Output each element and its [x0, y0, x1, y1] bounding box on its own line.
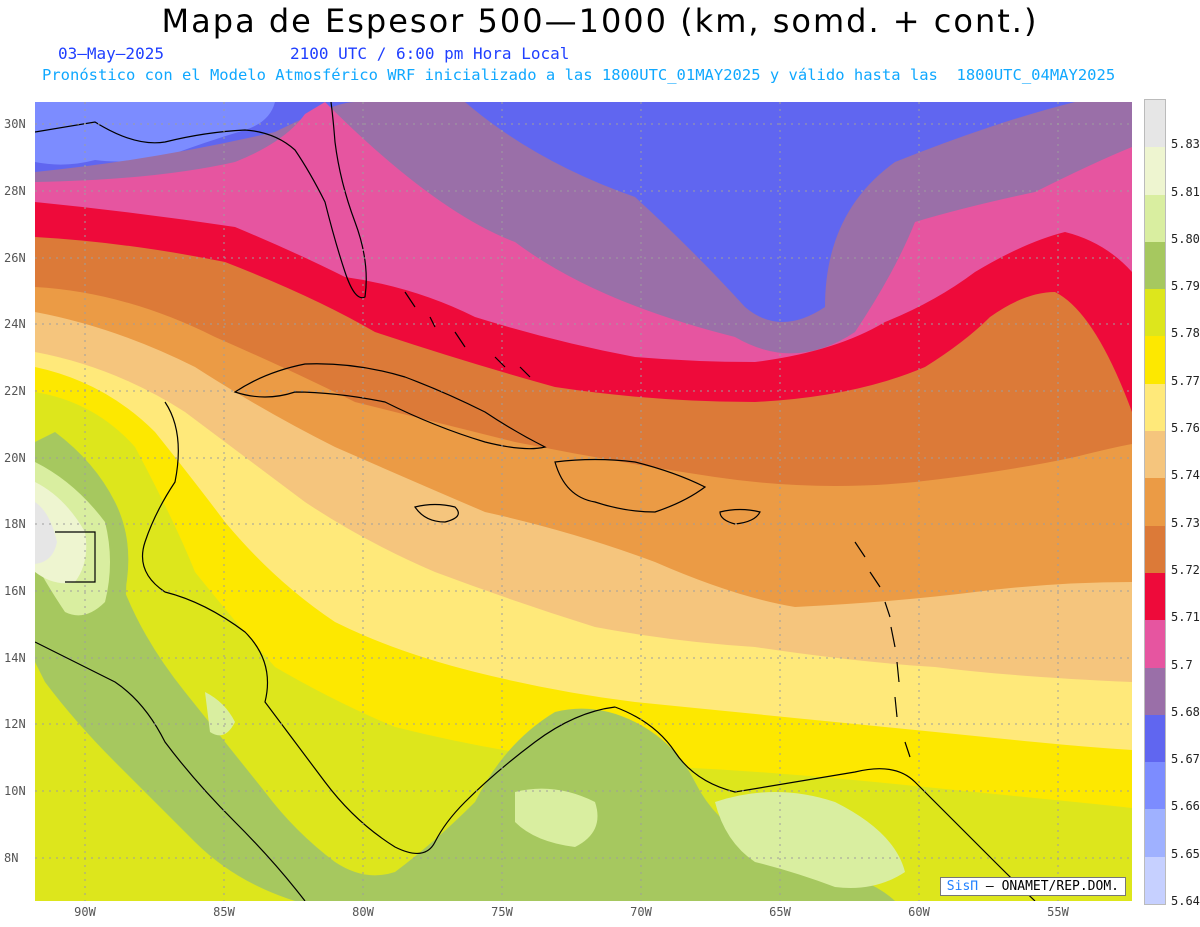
color-legend-swatch: [1145, 100, 1165, 148]
color-legend-label: 5.831: [1171, 137, 1200, 152]
lon-label: 70W: [630, 905, 652, 919]
lat-label: 18N: [4, 517, 26, 531]
color-legend-label: 5.64: [1171, 894, 1200, 908]
credit-dash: –: [978, 879, 994, 894]
coastlines: [35, 102, 1036, 901]
color-legend-label: 5.76: [1171, 421, 1200, 436]
color-legend-swatch: [1145, 620, 1165, 669]
forecast-date: 03—May—2025: [58, 44, 164, 63]
map-title: Mapa de Espesor 500—1000 (km, somd. + co…: [161, 2, 1039, 40]
color-legend-label: 5.819: [1171, 184, 1200, 199]
lat-label: 14N: [4, 651, 26, 665]
color-legend-swatch: [1145, 762, 1165, 810]
color-legend-label: 5.736: [1171, 515, 1200, 530]
lon-label: 80W: [352, 905, 374, 919]
color-legend-swatch: [1145, 714, 1165, 763]
lat-label: 10N: [4, 784, 26, 798]
color-legend-label: 5.772: [1171, 373, 1200, 388]
color-legend-label: 5.712: [1171, 610, 1200, 625]
color-legend-label: 5.652: [1171, 846, 1200, 861]
color-legend-swatch: [1145, 289, 1165, 337]
lon-label: 90W: [74, 905, 96, 919]
graticule: [35, 102, 1132, 901]
band-5795: [35, 432, 895, 901]
lat-label: 16N: [4, 584, 26, 598]
color-legend-swatch: [1145, 194, 1165, 243]
band-5831: [35, 502, 57, 564]
color-legend-label: 5.724: [1171, 562, 1200, 577]
lat-label: 26N: [4, 251, 26, 265]
lon-label: 75W: [491, 905, 513, 919]
credit-box: SisΠ – ONAMET/REP.DOM.: [939, 877, 1126, 896]
lon-label: 65W: [769, 905, 791, 919]
color-legend-swatch: [1145, 336, 1165, 385]
color-legend-label: 5.7: [1171, 657, 1193, 672]
lon-label: 85W: [213, 905, 235, 919]
lat-label: 22N: [4, 384, 26, 398]
lat-label: 8N: [4, 851, 19, 865]
forecast-description: Pronóstico con el Modelo Atmosférico WRF…: [42, 66, 1116, 84]
color-legend-swatch: [1145, 478, 1165, 527]
color-legend-swatch: [1145, 809, 1165, 858]
lat-label: 20N: [4, 451, 26, 465]
color-legend: [1144, 99, 1166, 905]
lon-label: 55W: [1047, 905, 1069, 919]
color-legend-swatch: [1145, 147, 1165, 196]
color-legend-swatch: [1145, 667, 1165, 716]
color-legend-label: 5.676: [1171, 752, 1200, 767]
band-5652: [35, 102, 275, 165]
lat-label: 30N: [4, 117, 26, 131]
band-5783: [35, 392, 1132, 901]
thickness-map: [35, 102, 1132, 901]
credit-text: ONAMET/REP.DOM.: [993, 879, 1119, 894]
color-legend-label: 5.748: [1171, 468, 1200, 483]
color-legend-swatch: [1145, 431, 1165, 479]
forecast-time: 2100 UTC / 6:00 pm Hora Local: [290, 44, 570, 63]
lat-label: 28N: [4, 184, 26, 198]
lon-label: 60W: [908, 905, 930, 919]
color-legend-label: 5.664: [1171, 799, 1200, 814]
lat-label: 24N: [4, 317, 26, 331]
color-legend-label: 5.783: [1171, 326, 1200, 341]
color-legend-swatch: [1145, 525, 1165, 574]
color-legend-swatch: [1145, 383, 1165, 432]
color-legend-swatch: [1145, 572, 1165, 621]
brand-logo-text: SisΠ: [946, 879, 979, 894]
color-legend-label: 5.807: [1171, 231, 1200, 246]
color-legend-label: 5.795: [1171, 279, 1200, 294]
color-legend-swatch: [1145, 241, 1165, 290]
color-legend-swatch: [1145, 856, 1165, 905]
color-legend-label: 5.688: [1171, 704, 1200, 719]
lat-label: 12N: [4, 717, 26, 731]
